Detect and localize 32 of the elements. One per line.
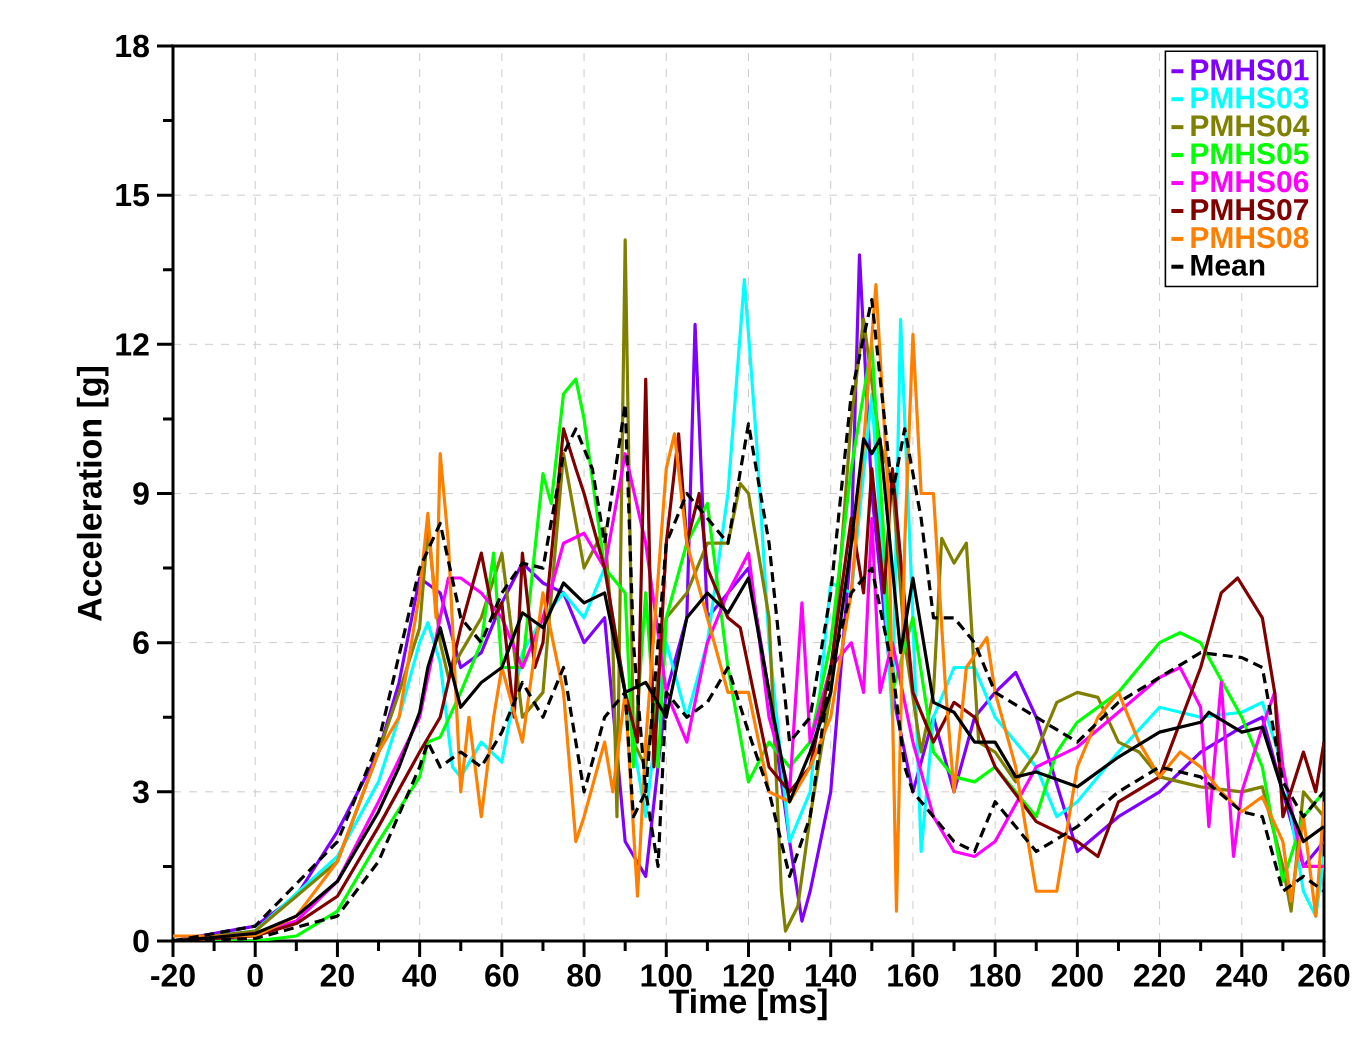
x-tick-label: 40 bbox=[402, 964, 437, 987]
x-tick-label: -20 bbox=[151, 964, 195, 987]
x-tick-label: 220 bbox=[1133, 964, 1185, 987]
legend-label: PMHS03 bbox=[1191, 87, 1309, 109]
y-axis-title: Acceleration [g] bbox=[76, 366, 109, 622]
x-tick-label: 260 bbox=[1298, 964, 1350, 987]
x-tick-label: 200 bbox=[1051, 964, 1103, 987]
y-tick-label: 6 bbox=[133, 631, 149, 654]
legend-label: PMHS06 bbox=[1191, 171, 1309, 193]
legend-label: PMHS07 bbox=[1191, 199, 1309, 221]
y-tick-label: 9 bbox=[133, 482, 149, 505]
x-tick-label: 60 bbox=[485, 964, 519, 987]
y-tick-label: 15 bbox=[116, 183, 150, 207]
x-tick-label: 240 bbox=[1216, 964, 1268, 987]
legend-label: PMHS05 bbox=[1191, 143, 1309, 165]
legend-label: PMHS04 bbox=[1191, 115, 1310, 137]
legend-label: PMHS08 bbox=[1191, 226, 1309, 249]
x-tick-label: 0 bbox=[247, 964, 263, 987]
x-tick-label: 20 bbox=[320, 964, 354, 987]
x-axis-title: Time [ms] bbox=[668, 988, 827, 1021]
x-tick-label: 160 bbox=[888, 964, 939, 987]
x-tick-label: 100 bbox=[641, 964, 692, 987]
y-tick-label: 0 bbox=[133, 929, 149, 953]
x-tick-label: 140 bbox=[806, 964, 857, 987]
legend-label: Mean bbox=[1191, 254, 1265, 276]
legend-label: PMHS01 bbox=[1191, 59, 1309, 81]
y-tick-label: 12 bbox=[116, 333, 149, 356]
y-tick-label: 3 bbox=[132, 780, 149, 804]
y-tick-label: 18 bbox=[116, 34, 149, 58]
x-tick-label: 180 bbox=[970, 964, 1021, 987]
x-tick-label: 80 bbox=[567, 964, 601, 987]
x-tick-label: 120 bbox=[723, 964, 774, 987]
